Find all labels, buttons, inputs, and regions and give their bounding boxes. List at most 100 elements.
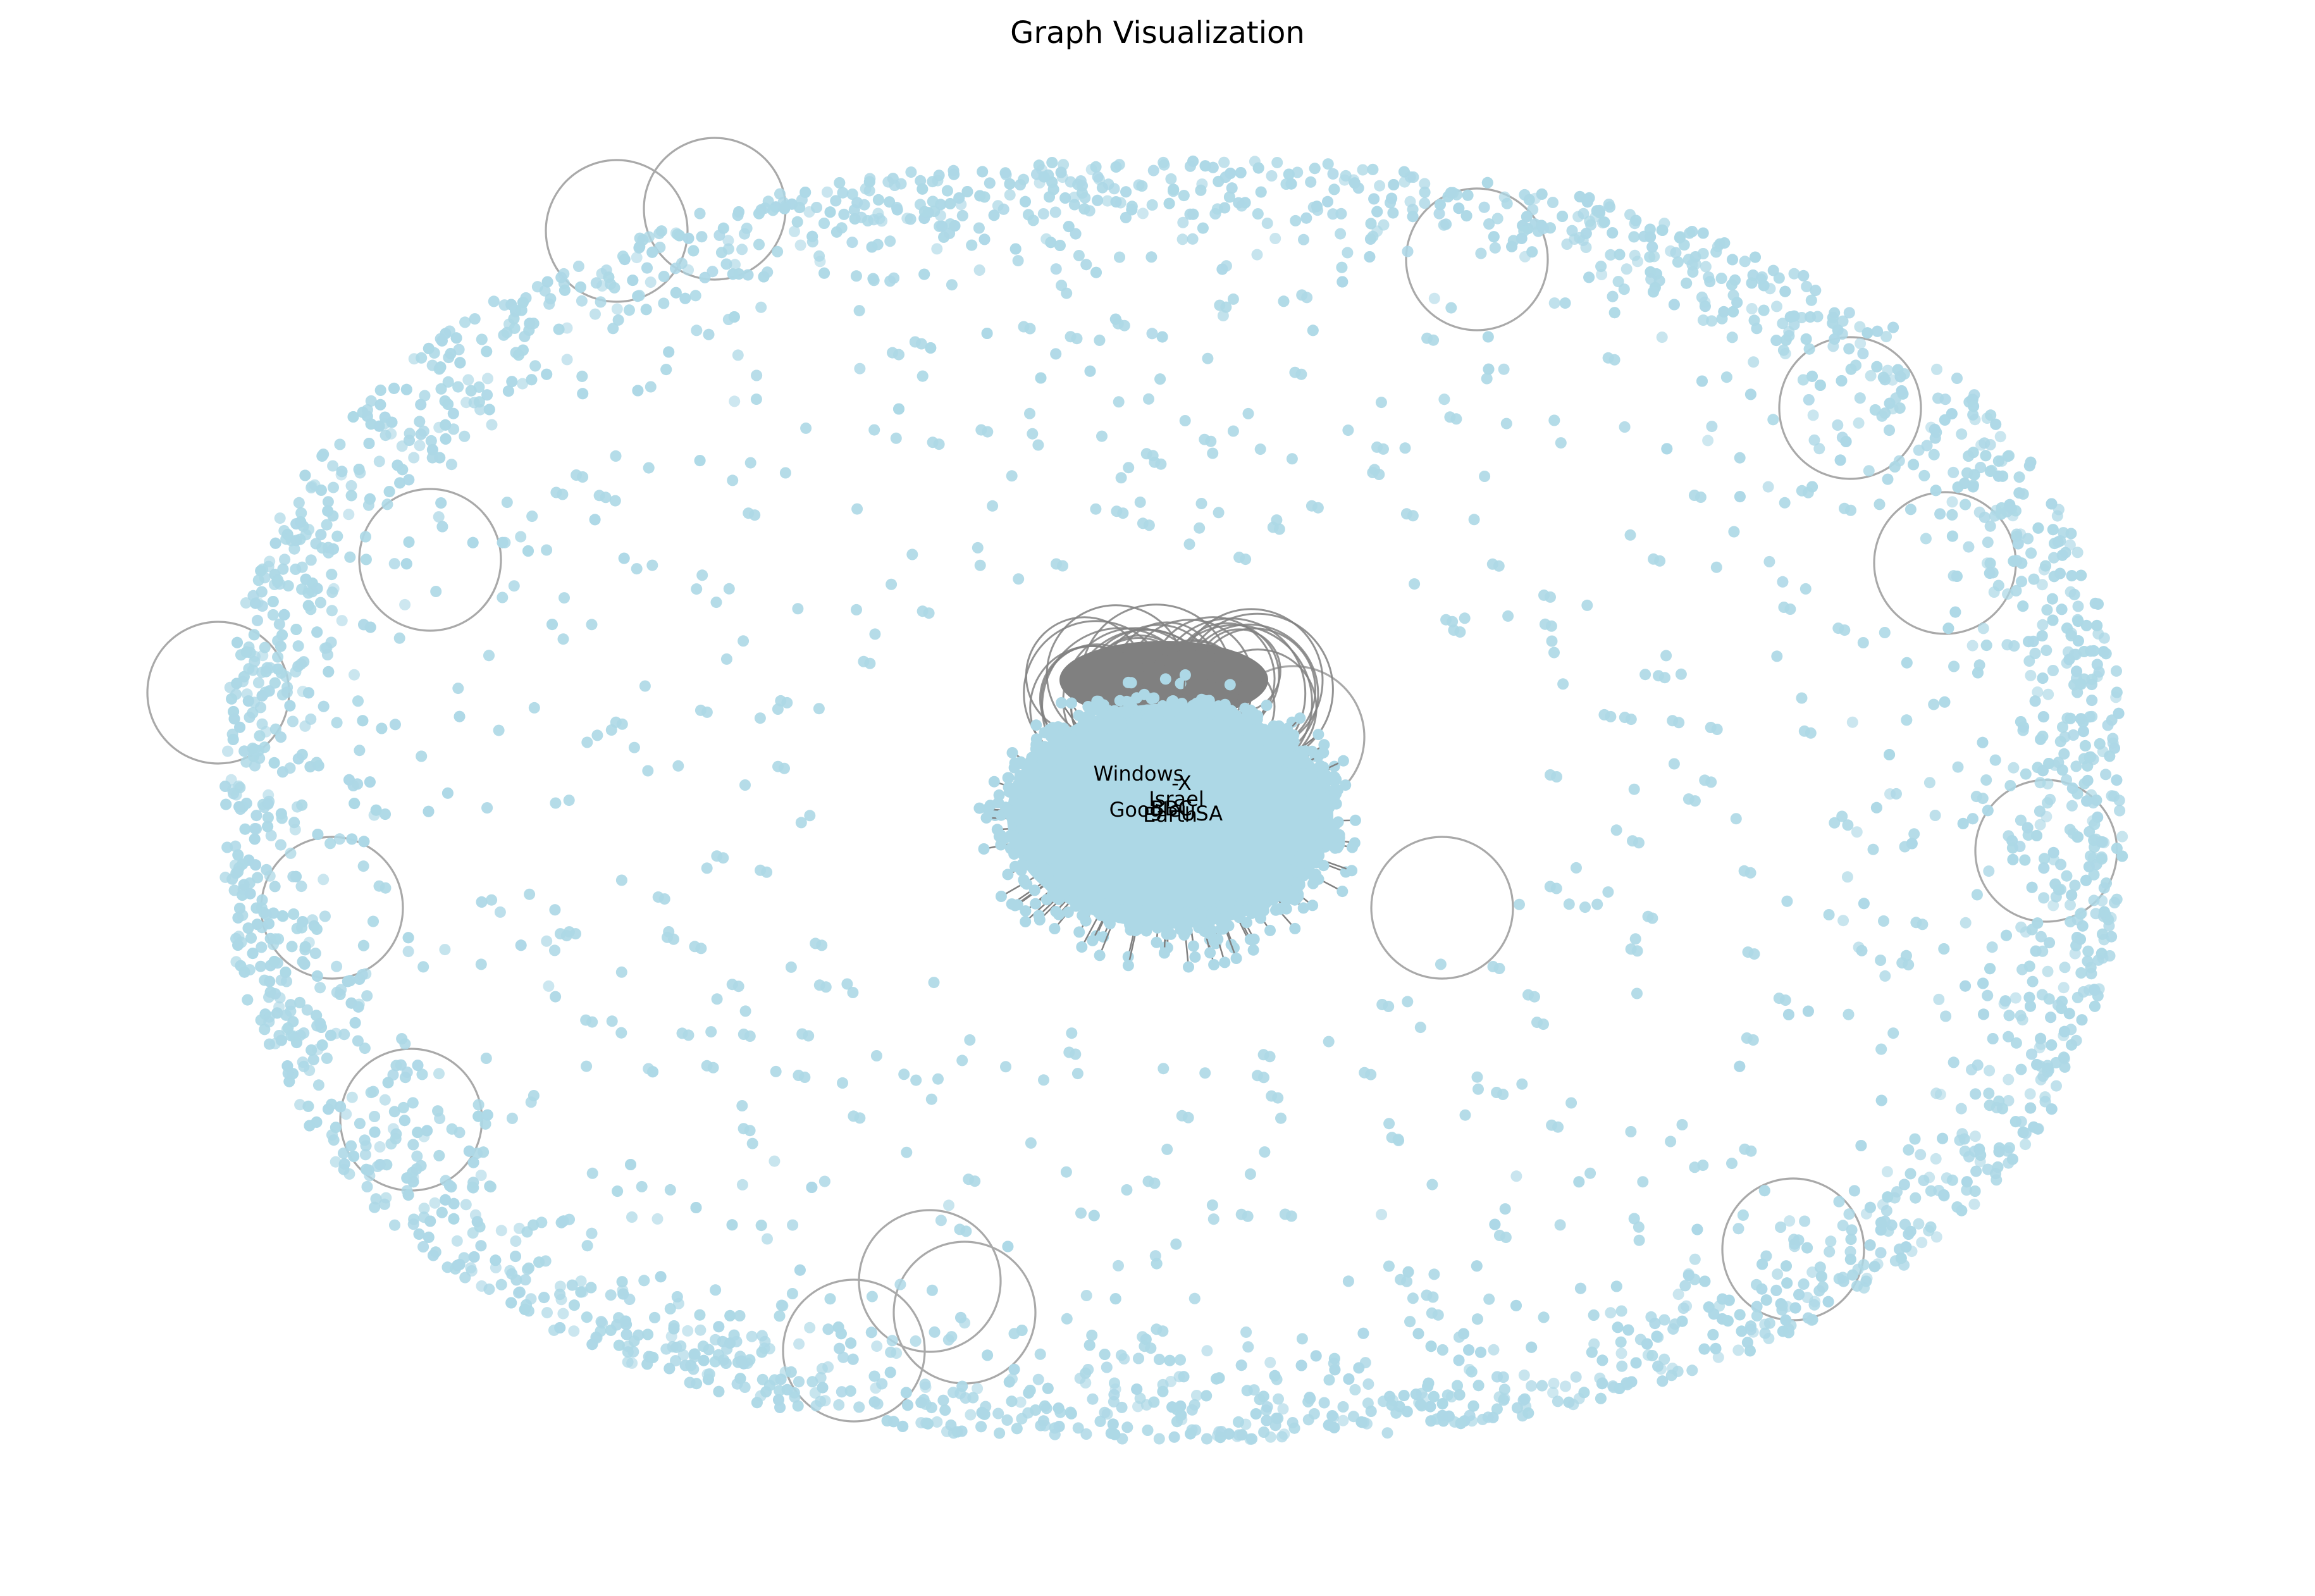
- graph-node: [1143, 519, 1155, 531]
- graph-node: [252, 677, 264, 689]
- graph-node: [1033, 910, 1045, 922]
- graph-node: [1710, 246, 1722, 258]
- graph-node: [1848, 1185, 1860, 1197]
- graph-node: [1856, 944, 1868, 956]
- graph-node: [1033, 159, 1045, 171]
- graph-node: [345, 490, 357, 502]
- graph-node: [744, 1354, 756, 1366]
- graph-node: [568, 1299, 580, 1311]
- graph-node: [646, 246, 658, 258]
- graph-node: [1145, 251, 1158, 263]
- graph-node: [1602, 886, 1614, 898]
- graph-node: [918, 268, 930, 280]
- graph-node: [974, 190, 986, 202]
- graph-node: [1563, 898, 1575, 910]
- graph-node: [2037, 1070, 2049, 1082]
- graph-node: [267, 596, 279, 607]
- graph-node: [1958, 478, 1970, 489]
- graph-node: [1986, 941, 1998, 953]
- graph-node: [1286, 453, 1298, 465]
- graph-node: [436, 521, 448, 533]
- graph-node: [1858, 898, 1870, 910]
- graph-node: [550, 991, 562, 1003]
- graph-node: [1758, 304, 1770, 316]
- graph-node: [1146, 199, 1158, 211]
- graph-node: [2085, 850, 2096, 862]
- graph-node: [369, 1126, 381, 1138]
- graph-node: [1457, 1328, 1469, 1340]
- graph-node: [1037, 1415, 1049, 1427]
- graph-node: [346, 833, 358, 845]
- graph-node: [2047, 524, 2059, 536]
- graph-node: [403, 536, 415, 548]
- graph-node: [1312, 502, 1324, 514]
- graph-node: [1235, 167, 1247, 178]
- graph-node: [1045, 237, 1057, 249]
- graph-node: [1843, 1008, 1855, 1020]
- graph-node: [2097, 646, 2109, 658]
- graph-node: [2058, 748, 2070, 760]
- graph-node: [1588, 1309, 1600, 1321]
- graph-node: [772, 703, 784, 715]
- graph-node: [2071, 788, 2084, 800]
- graph-node: [1426, 1178, 1438, 1191]
- graph-node: [305, 554, 317, 566]
- graph-node: [2104, 750, 2116, 762]
- graph-node: [441, 1261, 454, 1273]
- graph-node: [982, 426, 994, 438]
- graph-node: [245, 932, 257, 944]
- graph-node: [1264, 924, 1276, 936]
- graph-node: [1781, 1260, 1792, 1272]
- graph-node: [1805, 294, 1817, 306]
- graph-node: [1951, 373, 1963, 384]
- graph-node: [1583, 271, 1595, 283]
- graph-node: [1837, 1275, 1849, 1287]
- graph-node: [416, 352, 428, 364]
- graph-node: [1836, 328, 1848, 340]
- graph-node: [1367, 230, 1379, 242]
- graph-node: [302, 587, 314, 599]
- graph-node: [1759, 1318, 1771, 1330]
- graph-node: [1462, 189, 1474, 201]
- graph-node: [426, 444, 438, 455]
- self-loop-edge: [358, 488, 502, 632]
- graph-node: [357, 715, 369, 727]
- graph-node: [762, 266, 774, 278]
- graph-node: [1644, 223, 1656, 235]
- graph-node: [442, 376, 454, 388]
- graph-node: [803, 1030, 815, 1042]
- graph-node: [1424, 1401, 1436, 1413]
- graph-node: [664, 1184, 676, 1196]
- graph-node: [1526, 246, 1538, 258]
- graph-node: [275, 839, 287, 851]
- graph-node: [995, 891, 1007, 902]
- graph-node: [345, 1140, 357, 1152]
- graph-node: [1781, 1277, 1793, 1289]
- graph-node: [1857, 348, 1869, 359]
- graph-node: [559, 284, 571, 296]
- graph-node: [610, 450, 622, 462]
- graph-node: [1717, 1293, 1729, 1305]
- graph-node: [631, 252, 643, 264]
- graph-node: [1990, 418, 2002, 430]
- graph-node: [1651, 1330, 1663, 1342]
- graph-node: [1857, 637, 1869, 648]
- graph-node: [586, 1227, 598, 1239]
- graph-node: [1337, 886, 1349, 898]
- graph-node: [380, 430, 392, 442]
- graph-node: [1875, 1224, 1887, 1236]
- graph-node: [1572, 211, 1584, 223]
- graph-node: [1775, 1222, 1787, 1233]
- graph-node: [421, 1125, 433, 1137]
- graph-node: [2003, 1010, 2015, 1022]
- graph-node: [2023, 991, 2035, 1003]
- graph-node: [306, 480, 318, 492]
- graph-node: [1546, 635, 1558, 647]
- graph-node: [1475, 1346, 1486, 1358]
- graph-node: [242, 922, 254, 934]
- graph-node: [670, 1355, 682, 1367]
- graph-node: [439, 944, 451, 956]
- graph-node: [2032, 522, 2044, 534]
- graph-node: [485, 1181, 497, 1193]
- graph-node: [689, 290, 701, 302]
